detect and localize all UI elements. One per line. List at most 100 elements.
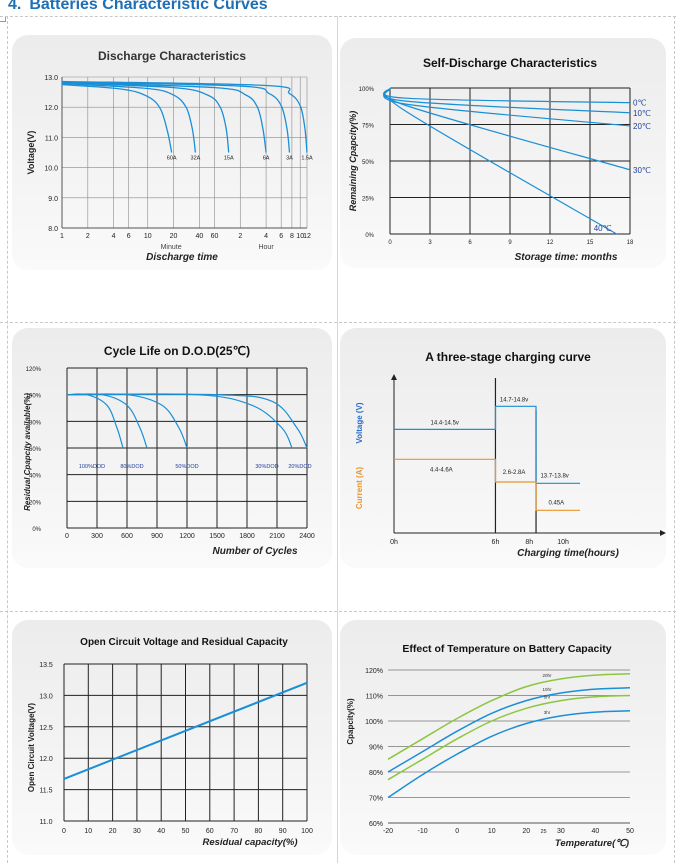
- series-label: 1.5A: [301, 156, 313, 162]
- chart-title: Discharge Characteristics: [98, 49, 246, 63]
- temperature-chart: Effect of Temperature on Battery Capacit…: [346, 643, 634, 849]
- x-tick-label: 60: [211, 233, 219, 240]
- dod-label: 20%DOD: [288, 464, 311, 470]
- temperature-chart-card: Effect of Temperature on Battery Capacit…: [340, 620, 666, 855]
- y-tick-label: 11.0: [45, 135, 58, 142]
- x-tick-label: -20: [383, 828, 393, 835]
- x-tick-label: 60: [206, 828, 214, 835]
- current-annotation: 2.6-2.8A: [503, 470, 526, 476]
- series-line: [61, 82, 197, 153]
- x-tick-label: 90: [279, 828, 287, 835]
- y-tick-label: 70%: [369, 796, 383, 803]
- x-tick-label: 12: [547, 240, 554, 246]
- y-tick-label: 13.5: [39, 662, 53, 669]
- y-tick-label: 100%: [359, 87, 375, 93]
- series-line: [61, 80, 308, 153]
- x-tick-label: 50: [626, 828, 634, 835]
- divider: [0, 611, 676, 612]
- divider: [0, 16, 676, 17]
- cycle-life-chart: Cycle Life on D.O.D(25℃) Residual Cpapcit…: [23, 344, 315, 557]
- series-line: [384, 87, 618, 235]
- divider: [337, 16, 338, 863]
- divider: [674, 16, 675, 863]
- x-tick-label: 10: [296, 233, 304, 240]
- x-tick-label: 1800: [239, 533, 255, 540]
- chart-title: Self-Discharge Characteristics: [423, 56, 597, 70]
- divider: [0, 322, 676, 323]
- x-axis-label: Residual capacity(%): [202, 837, 297, 848]
- current-annotation: 4.4-4.6A: [430, 467, 453, 473]
- x-axis-label: Number of Cycles: [212, 546, 297, 557]
- y-axis-label: Voltage(V): [26, 131, 36, 175]
- series-line: [66, 393, 308, 449]
- x-tick-label: 0h: [390, 539, 398, 546]
- x-tick-label: 6: [279, 233, 283, 240]
- series-line: [383, 87, 631, 104]
- x-tick-label: 100: [301, 828, 313, 835]
- x-axis-label: Temperature(℃): [555, 838, 629, 849]
- y-tick-label: 13.0: [39, 693, 53, 700]
- series-line: [387, 687, 631, 773]
- y-tick-label: 11.5: [39, 788, 52, 795]
- series-line: [61, 82, 230, 153]
- y-axis-label: Remaining Cpapcity(%): [348, 111, 358, 212]
- current-axis-label: Current (A): [355, 467, 364, 510]
- chart-title: A three-stage charging curve: [425, 350, 591, 364]
- y-tick-label: 120%: [26, 367, 42, 373]
- y-tick-label: 12.0: [44, 105, 58, 112]
- x-tick-label: 20: [109, 828, 117, 835]
- chart-title: Open Circuit Voltage and Residual Capaci…: [80, 637, 288, 648]
- series-label: 20℃: [633, 122, 651, 131]
- series-line: [387, 673, 631, 760]
- y-tick-label: 13.0: [44, 75, 58, 82]
- y-tick-label: 40%: [29, 474, 42, 480]
- x-tick-label: 6h: [492, 539, 500, 546]
- series-label: 6A: [263, 156, 270, 162]
- x-tick-label: 0: [65, 533, 69, 540]
- y-tick-label: 100%: [26, 394, 42, 400]
- x-tick-label: 0: [62, 828, 66, 835]
- self-discharge-chart-card: Self-Discharge Characteristics Remaining …: [340, 38, 666, 268]
- y-tick-label: 12.5: [39, 725, 53, 732]
- x-tick-label: 4: [112, 233, 116, 240]
- x-tick-label: 12: [303, 233, 311, 240]
- x-tick-label: 10: [84, 828, 92, 835]
- x-tick-label: 6: [468, 240, 472, 246]
- x-tick-label: 6: [127, 233, 131, 240]
- series-label: 10hr: [543, 687, 553, 692]
- section-title: Batteries Characteristic Curves: [29, 0, 268, 13]
- x-tick-label: 1500: [209, 533, 225, 540]
- ocv-line: [63, 681, 308, 780]
- x-tick-label: 30: [133, 828, 141, 835]
- x-tick-label: 25: [541, 829, 547, 835]
- series-label: 15A: [224, 156, 234, 162]
- current-annotation: 0.45A: [548, 500, 564, 506]
- self-discharge-chart: Self-Discharge Characteristics Remaining …: [348, 56, 651, 263]
- y-tick-label: 0%: [365, 233, 374, 239]
- y-tick-label: 120%: [365, 668, 383, 675]
- x-tick-label: 30: [557, 828, 565, 835]
- y-tick-label: 25%: [362, 197, 375, 203]
- x-tick-label: 80: [255, 828, 263, 835]
- x-tick-label: 10: [144, 233, 152, 240]
- dod-label: 30%DOD: [255, 464, 278, 470]
- ocv-chart: Open Circuit Voltage and Residual Capaci…: [27, 637, 313, 848]
- voltage-annotation: 14.7-14.8v: [500, 397, 528, 403]
- series-label: 40℃: [594, 224, 612, 233]
- y-tick-label: 11.0: [39, 819, 52, 826]
- x-tick-label: 40: [592, 828, 600, 835]
- series-label: 3hr: [544, 710, 551, 715]
- y-axis-label: Open Circuit Voltage(V): [27, 703, 36, 793]
- x-axis-label: Charging time(hours): [517, 548, 619, 559]
- x-tick-label: 900: [151, 533, 163, 540]
- x-tick-label: 2400: [299, 533, 315, 540]
- corner-mark: [0, 16, 6, 22]
- x-tick-label: 18: [627, 240, 634, 246]
- series-label: 60A: [167, 156, 177, 162]
- discharge-chart-card: Discharge Characteristics Voltage(V) 13.0 1…: [12, 35, 332, 270]
- dod-label: 100%DOD: [79, 464, 105, 470]
- y-axis-label: Residual Cpapcity available(%): [23, 393, 32, 511]
- voltage-line: [394, 405, 580, 484]
- y-tick-label: 60%: [29, 447, 42, 453]
- x-tick-label: 8: [290, 233, 294, 240]
